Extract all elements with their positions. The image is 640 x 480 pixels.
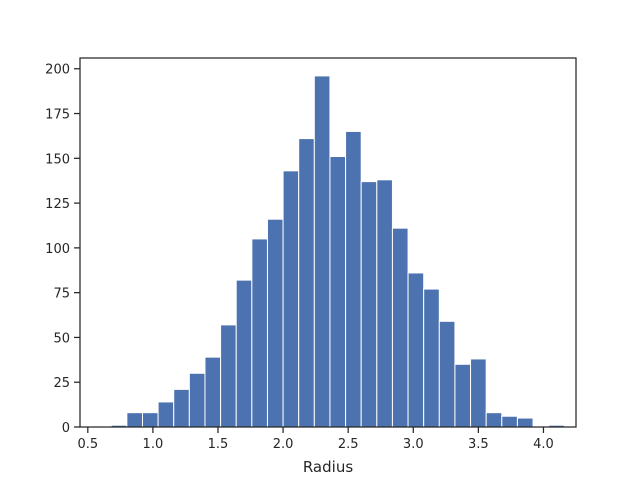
histogram-bar — [485, 412, 503, 428]
histogram-bar — [157, 401, 175, 428]
y-tick-label: 0 — [62, 421, 70, 436]
y-tick-label: 75 — [53, 287, 70, 302]
x-tick-label: 1.5 — [208, 437, 229, 452]
histogram-bar — [141, 412, 159, 428]
y-tick-label: 200 — [45, 63, 70, 78]
histogram-bar — [220, 324, 237, 428]
histogram-bar — [282, 170, 300, 428]
histogram-bar — [313, 75, 331, 428]
histogram-bar — [501, 415, 518, 428]
y-tick-label: 175 — [45, 108, 70, 123]
x-tick-label: 2.0 — [273, 437, 294, 452]
histogram-bar — [423, 288, 440, 428]
x-tick-label: 0.5 — [77, 437, 98, 452]
x-axis-label: Radius — [303, 458, 353, 476]
histogram-bar — [235, 279, 253, 428]
x-tick-label: 4.0 — [533, 437, 554, 452]
histogram-bar — [454, 363, 472, 428]
plot-frame — [79, 57, 577, 428]
histogram-bar — [188, 372, 206, 428]
x-tick-label: 1.0 — [143, 437, 164, 452]
histogram-bar — [298, 138, 315, 428]
histogram-bar — [438, 320, 456, 428]
y-axis: 0 25 50 75 100 125 150 175 200 — [45, 63, 80, 436]
y-tick-label: 150 — [45, 152, 70, 167]
histogram-bar — [266, 218, 284, 428]
y-tick-label: 125 — [45, 197, 70, 212]
y-tick-label: 25 — [53, 376, 70, 391]
y-tick-label: 100 — [45, 242, 70, 257]
histogram-bar — [126, 412, 143, 428]
histogram-bar — [173, 388, 190, 428]
histogram-bar — [391, 227, 409, 428]
histogram-bar — [251, 238, 268, 428]
x-tick-label: 2.5 — [338, 437, 359, 452]
histogram-bar — [204, 356, 222, 428]
histogram-bar — [329, 156, 347, 428]
histogram-bar — [407, 272, 425, 428]
histogram-bar — [516, 417, 534, 428]
x-tick-label: 3.0 — [403, 437, 424, 452]
histogram-bar — [345, 130, 362, 428]
histogram-bar — [360, 181, 378, 428]
x-tick-label: 3.5 — [468, 437, 489, 452]
histogram-bar — [376, 179, 393, 428]
histogram-bar — [470, 358, 487, 428]
x-axis: 0.5 1.0 1.5 2.0 2.5 3.0 3.5 4.0 — [77, 427, 554, 452]
y-tick-label: 50 — [53, 331, 70, 346]
histogram-bars — [110, 75, 565, 428]
